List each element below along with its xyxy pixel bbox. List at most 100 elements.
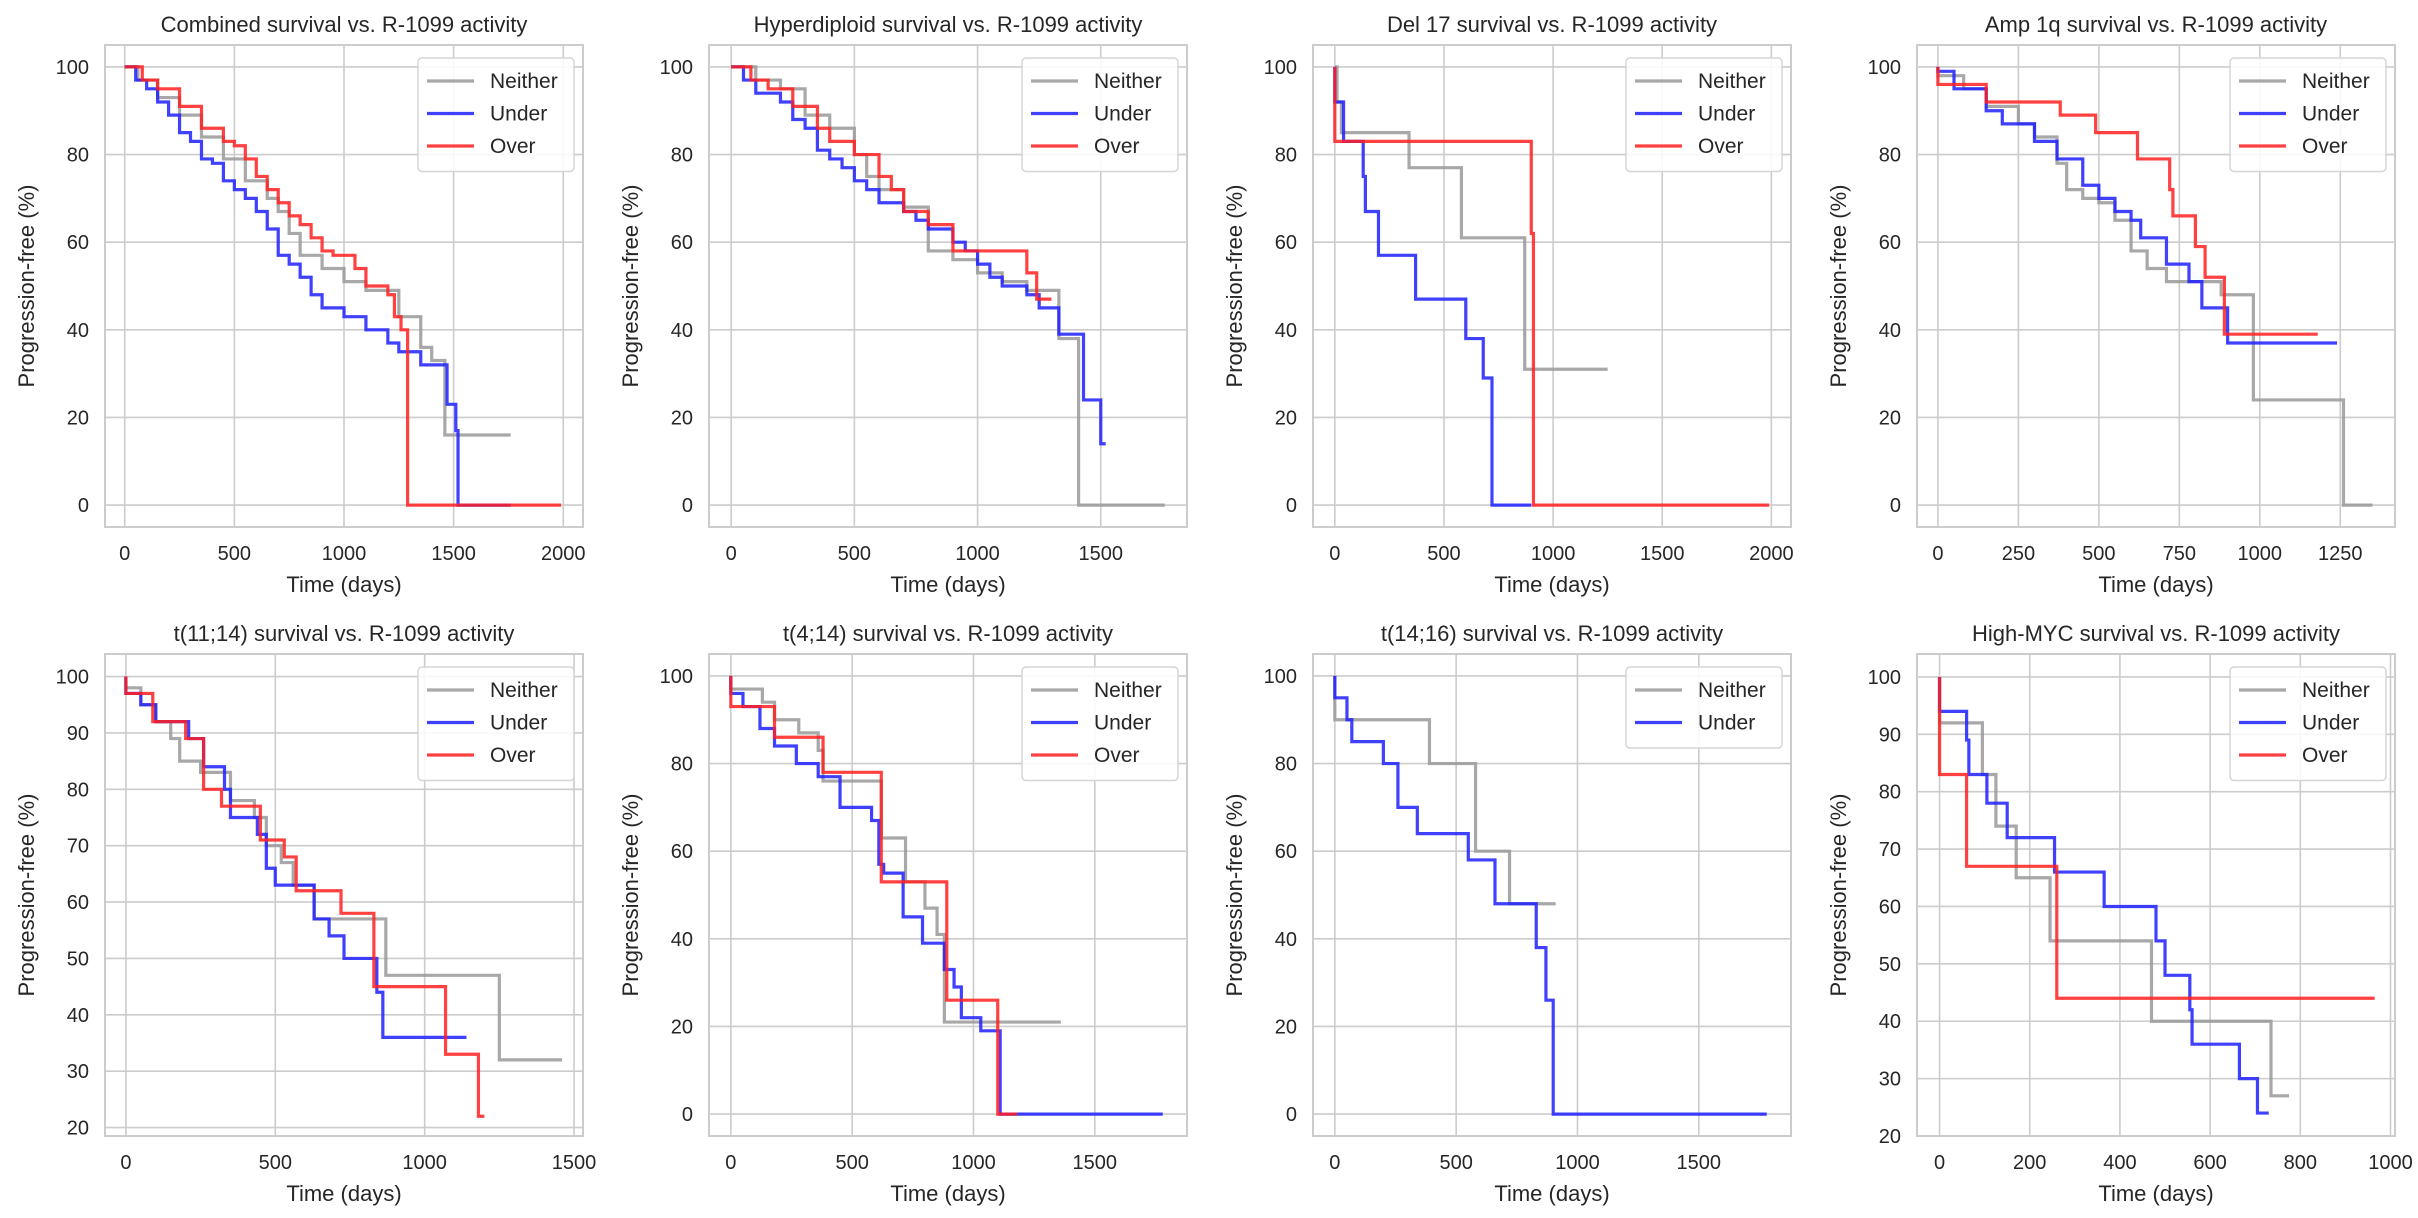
x-tick-label: 0 (1932, 543, 1943, 565)
x-axis-label: Time (days) (1494, 572, 1609, 597)
x-tick-label: 1000 (1531, 543, 1576, 565)
legend: Neither Under Over (1021, 666, 1179, 782)
x-tick-label: 0 (725, 1152, 736, 1174)
y-tick-label: 20 (1275, 1016, 1297, 1038)
axes-frame (1916, 653, 2396, 1137)
x-tick-label: 1000 (951, 1152, 996, 1174)
legend-box (2229, 57, 2387, 173)
y-tick-label: 20 (671, 1016, 693, 1038)
y-tick-label: 40 (1275, 320, 1297, 342)
x-axis-label: Time (days) (286, 572, 401, 597)
legend-label: Neither (2302, 679, 2370, 702)
y-tick-label: 0 (682, 1104, 693, 1126)
x-axis-label: Time (days) (2098, 1181, 2213, 1206)
y-tick-label: 100 (56, 57, 89, 79)
x-tick-label: 500 (835, 1152, 868, 1174)
legend-label: Neither (490, 70, 558, 93)
y-tick-label: 20 (1879, 1126, 1901, 1148)
legend: Neither Under Over (1021, 57, 1179, 173)
x-tick-label: 0 (120, 1152, 131, 1174)
x-axis-label: Time (days) (1494, 1181, 1609, 1206)
x-tick-label: 1250 (2318, 543, 2363, 565)
legend: Neither Under Over (417, 666, 575, 782)
x-tick-label: 500 (2082, 543, 2115, 565)
y-tick-label: 50 (67, 948, 89, 970)
y-tick-label: 40 (671, 320, 693, 342)
legend: Neither Under (1625, 666, 1783, 749)
x-tick-label: 1500 (552, 1152, 597, 1174)
x-axis-label: Time (days) (2098, 572, 2213, 597)
km-panel: 0 500 1000 1500 0 20 40 60 80 100 Hyperdiploid sur… (618, 12, 1188, 597)
x-tick-label: 1000 (322, 543, 367, 565)
y-tick-label: 40 (1275, 929, 1297, 951)
axes-frame (708, 44, 1188, 528)
x-tick-label: 500 (218, 543, 251, 565)
legend-label: Under (1698, 103, 1755, 126)
legend-label: Over (2302, 135, 2348, 158)
x-tick-label: 400 (2103, 1152, 2136, 1174)
y-tick-label: 20 (67, 1118, 89, 1140)
legend-label: Neither (1094, 70, 1162, 93)
survival-curve-neither (1937, 676, 2290, 1098)
y-tick-label: 80 (67, 145, 89, 167)
y-tick-label: 60 (671, 841, 693, 863)
survival-curve-under (124, 65, 511, 507)
y-tick-label: 60 (671, 232, 693, 254)
survival-curve-over (731, 65, 1052, 301)
x-tick-label: 1000 (1555, 1152, 1600, 1174)
axes-frame (104, 653, 584, 1137)
chart-title: Del 17 survival vs. R-1099 activity (1387, 12, 1717, 37)
y-tick-label: 80 (671, 754, 693, 776)
chart-title: Amp 1q survival vs. R-1099 activity (1985, 12, 2327, 37)
legend-label: Over (490, 744, 536, 767)
y-axis-label: Progression-free (%) (618, 794, 643, 997)
x-tick-label: 0 (1934, 1152, 1945, 1174)
legend-label: Neither (1698, 679, 1766, 702)
survival-curve-over (124, 65, 562, 507)
x-tick-label: 500 (838, 543, 871, 565)
y-tick-label: 60 (67, 232, 89, 254)
x-tick-label: 800 (2284, 1152, 2317, 1174)
survival-curve-under (729, 675, 1163, 1116)
y-tick-label: 100 (1264, 57, 1297, 79)
legend-box (1625, 666, 1783, 749)
y-tick-label: 30 (1879, 1069, 1901, 1091)
survival-curve-over (1937, 676, 2375, 1000)
y-tick-label: 40 (671, 929, 693, 951)
x-axis-label: Time (days) (890, 572, 1005, 597)
y-tick-label: 0 (1890, 495, 1901, 517)
axes-frame (104, 44, 584, 528)
x-tick-label: 1500 (1079, 543, 1124, 565)
y-tick-label: 90 (67, 723, 89, 745)
y-tick-label: 100 (1868, 57, 1901, 79)
legend-label: Under (2302, 103, 2359, 126)
x-tick-label: 1500 (1073, 1152, 1118, 1174)
x-tick-label: 0 (119, 543, 130, 565)
legend-label: Neither (1698, 70, 1766, 93)
y-tick-label: 80 (1275, 145, 1297, 167)
legend-label: Over (1094, 744, 1140, 767)
survival-curve-neither (729, 675, 1061, 1024)
y-axis-label: Progression-free (%) (1222, 185, 1247, 388)
legend-label: Neither (490, 679, 558, 702)
x-tick-label: 0 (726, 543, 737, 565)
x-tick-label: 0 (1329, 543, 1340, 565)
legend: Neither Under Over (2229, 57, 2387, 173)
y-axis-label: Progression-free (%) (618, 185, 643, 388)
y-tick-label: 60 (67, 892, 89, 914)
y-tick-label: 100 (660, 57, 693, 79)
y-tick-label: 70 (67, 836, 89, 858)
legend-label: Under (1094, 103, 1151, 126)
y-tick-label: 60 (1275, 232, 1297, 254)
survival-curve-under (1936, 66, 2338, 345)
legend-label: Under (1094, 712, 1151, 735)
legend-label: Over (2302, 744, 2348, 767)
y-tick-label: 20 (1275, 407, 1297, 429)
y-tick-label: 70 (1879, 839, 1901, 861)
km-panel: 0 500 1000 1500 2000 0 20 40 60 80 100 Combined sur… (14, 12, 586, 597)
y-tick-label: 50 (1879, 954, 1901, 976)
x-tick-label: 2000 (541, 543, 586, 565)
y-tick-label: 20 (67, 407, 89, 429)
y-tick-label: 0 (1286, 495, 1297, 517)
